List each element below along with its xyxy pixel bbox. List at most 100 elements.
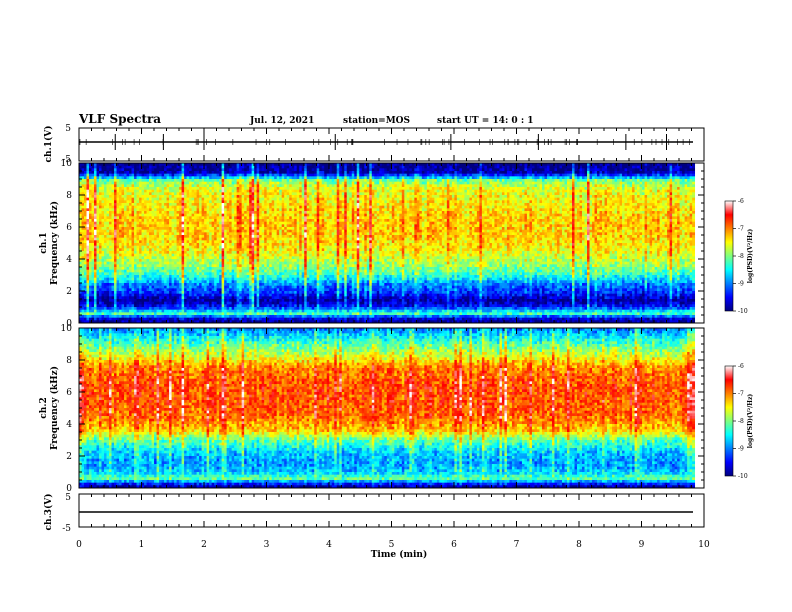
spectrogram-cell: [89, 179, 92, 182]
spectrogram-cell: [99, 208, 102, 211]
spectrogram-cell: [97, 238, 100, 241]
spectrogram-cell: [124, 235, 127, 238]
spectrogram-cell: [109, 230, 112, 233]
spectrogram-cell: [114, 299, 117, 302]
spectrogram-cell: [109, 235, 112, 238]
spectrogram-cell: [99, 310, 102, 313]
spectrogram-cell: [127, 168, 130, 171]
spectrogram-cell: [84, 238, 87, 241]
spectrogram-cell: [89, 312, 92, 315]
spectrogram-cell: [114, 216, 117, 219]
spectrogram-cell: [112, 230, 115, 233]
spectrogram-cell: [104, 216, 107, 219]
spectrogram-cell: [109, 259, 112, 262]
spectrogram-cell: [87, 288, 90, 291]
spectrogram-cell: [127, 288, 130, 291]
spectrogram-cell: [84, 315, 87, 318]
spectrogram-cell: [87, 296, 90, 299]
spectrogram-cell: [104, 200, 107, 203]
spectrogram-cell: [114, 238, 117, 241]
spectrogram-cell: [117, 168, 120, 171]
spectrogram-cell: [129, 192, 132, 195]
spectrogram-cell: [102, 299, 105, 302]
spectrogram-cell: [107, 310, 110, 313]
spectrogram-cell: [102, 235, 105, 238]
spectrogram-cell: [92, 222, 95, 225]
spectrogram-cell: [99, 283, 102, 286]
spectrogram-cell: [114, 294, 117, 297]
spectrogram-cell: [122, 192, 125, 195]
spectrogram-cell: [122, 208, 125, 211]
spectrogram-cell: [107, 315, 110, 318]
spectrogram-cell: [89, 272, 92, 275]
spectrogram-cell: [127, 222, 130, 225]
spectrogram-cell: [122, 254, 125, 257]
spectrogram-cell: [122, 232, 125, 235]
spectrogram-cell: [92, 216, 95, 219]
spectrogram-cell: [104, 307, 107, 310]
spectrogram-cell: [84, 310, 87, 313]
spectrogram-cell: [119, 227, 122, 230]
spectrogram-cell: [97, 190, 100, 193]
spectrogram-cell: [102, 174, 105, 177]
spectrogram-cell: [114, 262, 117, 265]
spectrogram-cell: [119, 208, 122, 211]
spectrogram-cell: [107, 240, 110, 243]
spectrogram-cell: [107, 238, 110, 241]
spectrogram-cell: [94, 187, 97, 190]
spectrogram-cell: [84, 190, 87, 193]
spectrogram-cell: [114, 264, 117, 267]
spectrogram-cell: [102, 280, 105, 283]
spectrogram-cell: [107, 214, 110, 217]
spectrogram-cell: [97, 166, 100, 169]
spectrogram-cell: [97, 307, 100, 310]
spectrogram-cell: [92, 187, 95, 190]
spectrogram-cell: [112, 182, 115, 185]
spectrogram-cell: [102, 192, 105, 195]
spectrogram-cell: [119, 211, 122, 214]
spectrogram-cell: [84, 243, 87, 246]
spectrogram-cell: [99, 192, 102, 195]
spectrogram-cell: [92, 280, 95, 283]
spectrogram-cell: [117, 315, 120, 318]
spectrogram-cell: [124, 267, 127, 270]
spectrogram-cell: [97, 286, 100, 289]
spectrogram-cell: [87, 211, 90, 214]
spectrogram-cell: [89, 166, 92, 169]
spectrogram-cell: [89, 294, 92, 297]
spectrogram-cell: [122, 280, 125, 283]
spectrogram-cell: [97, 227, 100, 230]
spectrogram-cell: [129, 248, 132, 251]
spectrogram-cell: [89, 176, 92, 179]
spectrogram-cell: [112, 176, 115, 179]
spectrogram-cell: [84, 187, 87, 190]
spectrogram-cell: [97, 296, 100, 299]
spectrogram-cell: [122, 235, 125, 238]
spectrogram-cell: [102, 171, 105, 174]
spectrogram-cell: [87, 246, 90, 249]
spectrogram-cell: [92, 275, 95, 278]
spectrogram-cell: [127, 312, 130, 315]
spectrogram-cell: [112, 206, 115, 209]
spectrogram-cell: [107, 184, 110, 187]
spectrogram-cell: [92, 240, 95, 243]
spectrogram-cell: [92, 259, 95, 262]
spectrogram-cell: [94, 254, 97, 257]
spectrogram-cell: [114, 176, 117, 179]
spectrogram-cell: [97, 291, 100, 294]
spectrogram-cell: [112, 296, 115, 299]
spectrogram-cell: [84, 318, 87, 321]
spectrogram-cell: [104, 280, 107, 283]
spectrogram-cell: [92, 211, 95, 214]
spectrogram-cell: [109, 262, 112, 265]
spectrogram-cell: [99, 272, 102, 275]
spectrogram-cell: [119, 232, 122, 235]
spectrogram-cell: [109, 203, 112, 206]
spectrogram-cell: [114, 275, 117, 278]
spectrogram-cell: [124, 312, 127, 315]
spectrogram-cell: [89, 267, 92, 270]
spectrogram-cell: [109, 254, 112, 257]
spectrogram-cell: [112, 315, 115, 318]
spectrogram-cell: [99, 198, 102, 201]
spectrogram-cell: [124, 246, 127, 249]
